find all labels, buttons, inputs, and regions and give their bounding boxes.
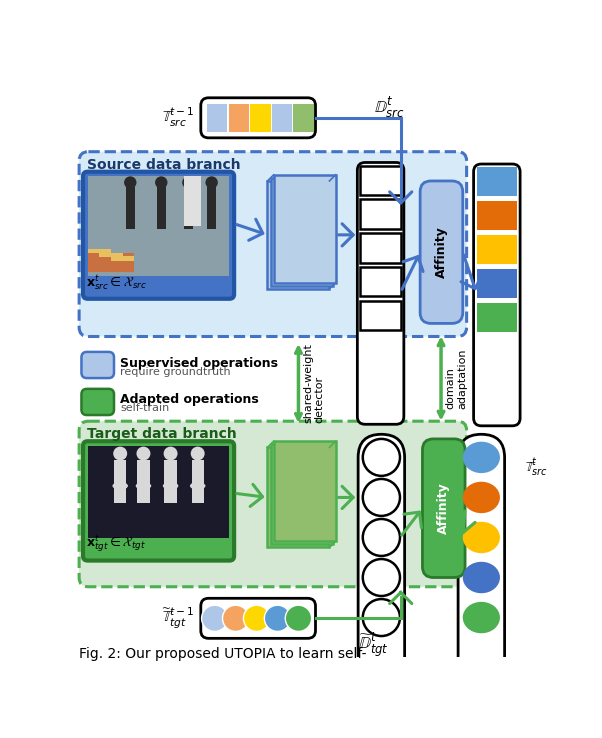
FancyBboxPatch shape bbox=[474, 164, 520, 426]
Text: domain
adaptation: domain adaptation bbox=[445, 348, 467, 409]
Ellipse shape bbox=[463, 522, 500, 554]
Bar bbox=[191, 461, 204, 503]
Circle shape bbox=[243, 605, 270, 632]
Ellipse shape bbox=[463, 602, 500, 633]
Ellipse shape bbox=[113, 482, 128, 490]
Circle shape bbox=[363, 519, 400, 556]
Bar bbox=[250, 104, 271, 131]
Circle shape bbox=[363, 559, 400, 596]
Bar bbox=[270, 444, 332, 545]
Text: Target data branch: Target data branch bbox=[87, 427, 237, 441]
Bar bbox=[477, 303, 517, 332]
Bar bbox=[477, 269, 517, 298]
FancyBboxPatch shape bbox=[81, 389, 114, 415]
Bar bbox=[361, 267, 401, 297]
FancyBboxPatch shape bbox=[81, 352, 114, 378]
Bar bbox=[111, 256, 134, 261]
Bar bbox=[137, 461, 150, 503]
Circle shape bbox=[164, 446, 178, 461]
Circle shape bbox=[363, 479, 400, 516]
Text: $\mathbb{T}^{t-1}_{src}$: $\mathbb{T}^{t-1}_{src}$ bbox=[163, 106, 194, 129]
Ellipse shape bbox=[190, 482, 205, 490]
Text: Affinity: Affinity bbox=[437, 483, 450, 534]
FancyBboxPatch shape bbox=[358, 434, 405, 738]
FancyBboxPatch shape bbox=[79, 152, 467, 337]
Ellipse shape bbox=[463, 562, 500, 593]
Bar bbox=[477, 201, 517, 230]
Text: $\mathbb{D}^t_{src}$: $\mathbb{D}^t_{src}$ bbox=[374, 94, 405, 120]
Bar bbox=[361, 165, 401, 195]
Bar bbox=[477, 235, 517, 264]
Bar bbox=[267, 447, 329, 548]
Circle shape bbox=[285, 605, 312, 632]
FancyBboxPatch shape bbox=[201, 599, 315, 638]
Text: Source data branch: Source data branch bbox=[87, 158, 241, 172]
Bar bbox=[88, 176, 229, 277]
Text: Supervised operations: Supervised operations bbox=[120, 356, 278, 370]
Bar bbox=[272, 104, 293, 131]
FancyBboxPatch shape bbox=[358, 162, 404, 424]
Text: $\mathbf{x}^t_{tgt} \in \mathcal{X}_{tgt}$: $\mathbf{x}^t_{tgt} \in \mathcal{X}_{tgt… bbox=[86, 534, 146, 554]
Bar bbox=[126, 187, 135, 230]
FancyBboxPatch shape bbox=[79, 421, 467, 587]
Text: $\mathbf{x}^t_{src} \in \mathcal{X}_{src}$: $\mathbf{x}^t_{src} \in \mathcal{X}_{src… bbox=[86, 274, 147, 292]
Bar bbox=[184, 187, 193, 230]
Bar bbox=[164, 461, 177, 503]
Text: Affinity: Affinity bbox=[435, 227, 448, 278]
Bar bbox=[267, 181, 329, 289]
Text: Adapted operations: Adapted operations bbox=[120, 393, 259, 407]
Text: self-train: self-train bbox=[120, 404, 169, 413]
Bar bbox=[477, 167, 517, 196]
Circle shape bbox=[205, 176, 218, 189]
Text: $\widetilde{\mathbb{T}}^{t-1}_{tgt}$: $\widetilde{\mathbb{T}}^{t-1}_{tgt}$ bbox=[163, 606, 194, 631]
Bar bbox=[114, 461, 126, 503]
Circle shape bbox=[264, 605, 291, 632]
FancyBboxPatch shape bbox=[458, 434, 504, 738]
Bar bbox=[229, 104, 249, 131]
Bar bbox=[99, 252, 123, 257]
Text: Fig. 2: Our proposed UTOPIA to learn self-: Fig. 2: Our proposed UTOPIA to learn sel… bbox=[79, 646, 367, 661]
Text: require groundtruth: require groundtruth bbox=[120, 367, 231, 376]
Circle shape bbox=[223, 605, 249, 632]
Bar bbox=[157, 187, 166, 230]
Circle shape bbox=[155, 176, 167, 189]
Text: shared-weight
detector: shared-weight detector bbox=[303, 343, 324, 424]
Circle shape bbox=[191, 446, 205, 461]
Text: $\widetilde{\mathbb{D}}^t_{tgt}$: $\widetilde{\mathbb{D}}^t_{tgt}$ bbox=[358, 630, 389, 658]
Text: $\mathbb{T}^t_{src}$: $\mathbb{T}^t_{src}$ bbox=[525, 457, 548, 478]
Circle shape bbox=[124, 176, 137, 189]
Bar bbox=[270, 178, 332, 286]
Circle shape bbox=[363, 439, 400, 476]
FancyBboxPatch shape bbox=[423, 439, 465, 578]
Bar bbox=[184, 176, 201, 227]
Circle shape bbox=[137, 446, 150, 461]
FancyBboxPatch shape bbox=[420, 181, 463, 323]
Bar bbox=[207, 104, 228, 131]
FancyBboxPatch shape bbox=[83, 172, 234, 299]
Circle shape bbox=[363, 599, 400, 636]
Circle shape bbox=[182, 176, 194, 189]
FancyBboxPatch shape bbox=[201, 98, 315, 138]
Bar bbox=[361, 233, 401, 263]
Ellipse shape bbox=[463, 441, 500, 473]
Circle shape bbox=[113, 446, 127, 461]
Bar bbox=[88, 446, 229, 538]
Bar bbox=[207, 187, 216, 230]
Bar bbox=[274, 441, 336, 541]
Bar bbox=[88, 252, 134, 272]
Bar bbox=[294, 104, 314, 131]
Bar bbox=[88, 249, 111, 253]
Ellipse shape bbox=[163, 482, 178, 490]
Bar bbox=[361, 199, 401, 229]
FancyBboxPatch shape bbox=[83, 441, 234, 561]
Bar bbox=[361, 301, 401, 331]
Ellipse shape bbox=[135, 482, 151, 490]
Bar bbox=[274, 175, 336, 283]
Circle shape bbox=[202, 605, 228, 632]
Ellipse shape bbox=[463, 482, 500, 513]
